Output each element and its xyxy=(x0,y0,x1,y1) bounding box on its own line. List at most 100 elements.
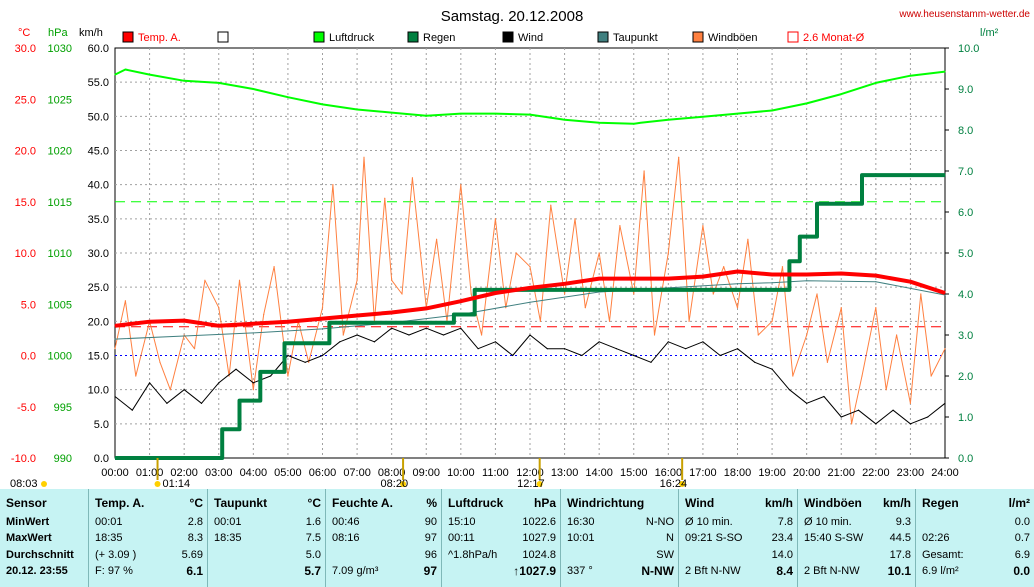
data-point xyxy=(667,341,669,343)
data-point xyxy=(736,307,739,309)
data-point xyxy=(494,218,497,220)
data-point xyxy=(183,320,185,322)
data-point xyxy=(270,375,272,377)
table-header: Taupunkt °C xyxy=(212,495,321,511)
x-tick-label: 02:00 xyxy=(170,467,198,479)
data-point xyxy=(252,382,254,384)
data-point xyxy=(228,375,230,377)
table-cell: MaxWert xyxy=(6,532,52,544)
weather-chart: 00:00 01:00 02:00 03:00 04:00 05:00 06:00 07:00… xyxy=(10,8,1030,489)
table-row: MinWert xyxy=(4,514,84,530)
data-point xyxy=(539,320,541,322)
table-row: 00:01 1.6 xyxy=(212,514,321,530)
wind-tick-label: 20.0 xyxy=(88,316,109,328)
data-point xyxy=(806,102,808,104)
legend-label: Wind xyxy=(518,32,543,44)
data-point xyxy=(816,293,818,295)
table-row: 14.0 xyxy=(683,547,793,563)
table-cell: Gesamt: xyxy=(922,548,964,561)
time-marker-icon xyxy=(41,481,47,487)
data-point xyxy=(944,292,946,294)
table-cell: 6.9 l/m² xyxy=(922,565,959,577)
table-cell: 00:11 xyxy=(448,532,475,544)
data-point xyxy=(321,342,324,344)
data-point xyxy=(788,260,790,262)
time-marker-icon xyxy=(400,481,407,487)
rain-tick-label: 1.0 xyxy=(958,412,973,424)
table-cell-value: 10.1 xyxy=(887,564,911,578)
data-point xyxy=(425,115,427,117)
legend-swatch xyxy=(597,31,609,43)
data-point xyxy=(512,354,514,357)
data-point xyxy=(114,74,116,76)
x-tick-label: 22:00 xyxy=(862,467,890,479)
data-point xyxy=(851,423,853,425)
rain-tick-label: 3.0 xyxy=(958,330,973,342)
data-point xyxy=(453,313,455,316)
table-column: Windrichtung 16:30 N-NO 10:01 N SW 337 ° N-NW xyxy=(560,489,678,587)
data-point xyxy=(598,278,600,280)
table-row: 09:21 S-SO 23.4 xyxy=(683,530,793,546)
table-cell-value: 8.3 xyxy=(187,532,203,544)
table-row: 0.0 xyxy=(920,514,1030,530)
table-header: Wind km/h xyxy=(683,495,793,511)
data-point xyxy=(148,382,151,384)
rain-tick-label: 0.0 xyxy=(958,453,973,465)
table-header: Windböen km/h xyxy=(802,495,911,511)
table-cell: Luftdruck xyxy=(448,496,504,510)
wind-tick-label: 35.0 xyxy=(88,214,109,226)
data-point xyxy=(238,400,241,402)
table-cell-value: 90 xyxy=(424,515,437,528)
table-row: Ø 10 min. 7.8 xyxy=(683,514,793,530)
table-cell-value: 97 xyxy=(424,532,437,544)
data-point xyxy=(131,409,133,411)
data-point xyxy=(771,368,773,370)
data-point xyxy=(771,273,773,276)
table-cell: 00:01 xyxy=(95,515,123,528)
x-tick-label: 21:00 xyxy=(827,467,855,479)
data-point xyxy=(287,321,289,323)
data-point xyxy=(944,294,946,296)
table-cell-value: 1024.8 xyxy=(522,548,556,561)
table-row: 18:35 7.5 xyxy=(212,530,321,546)
data-point xyxy=(391,327,393,329)
table-cell-value: 0.7 xyxy=(1014,532,1030,544)
table-row: 18:35 8.3 xyxy=(93,530,203,546)
data-point xyxy=(781,266,784,268)
data-point xyxy=(539,289,541,291)
data-point xyxy=(816,203,818,205)
table-footer-row: 20.12. 23:55 xyxy=(4,563,84,579)
data-point xyxy=(401,322,403,324)
data-point xyxy=(425,307,427,309)
data-point xyxy=(563,293,566,295)
data-point xyxy=(287,96,289,98)
data-point xyxy=(584,307,586,309)
time-marker-label: 12:17 xyxy=(517,478,545,489)
table-row: 10:01 N xyxy=(565,530,674,546)
time-marker-icon xyxy=(679,481,686,487)
table-cell-value: N-NW xyxy=(641,564,674,578)
data-point xyxy=(643,170,645,172)
data-point xyxy=(183,80,185,82)
table-footer-row: 5.7 xyxy=(212,563,321,579)
data-point xyxy=(169,389,171,391)
temp-tick-label: 20.0 xyxy=(15,146,36,158)
table-cell: 10:01 xyxy=(567,532,595,544)
data-point xyxy=(166,402,168,404)
data-point xyxy=(736,348,739,350)
table-cell: Regen xyxy=(922,496,959,510)
data-point xyxy=(788,389,790,391)
table-footer-row: 337 ° N-NW xyxy=(565,563,674,579)
pressure-tick-label: 1020 xyxy=(48,146,72,158)
legend-swatch xyxy=(787,31,799,43)
data-point xyxy=(114,457,116,459)
rain-tick-label: 5.0 xyxy=(958,248,973,260)
table-row: 96 xyxy=(330,547,437,563)
table-cell-value: l/m² xyxy=(1008,496,1030,510)
data-point xyxy=(702,275,704,278)
data-point xyxy=(148,321,151,323)
data-point xyxy=(221,428,223,430)
table-cell: MinWert xyxy=(6,515,50,528)
data-point xyxy=(505,307,507,309)
time-marker-icon xyxy=(536,481,543,487)
